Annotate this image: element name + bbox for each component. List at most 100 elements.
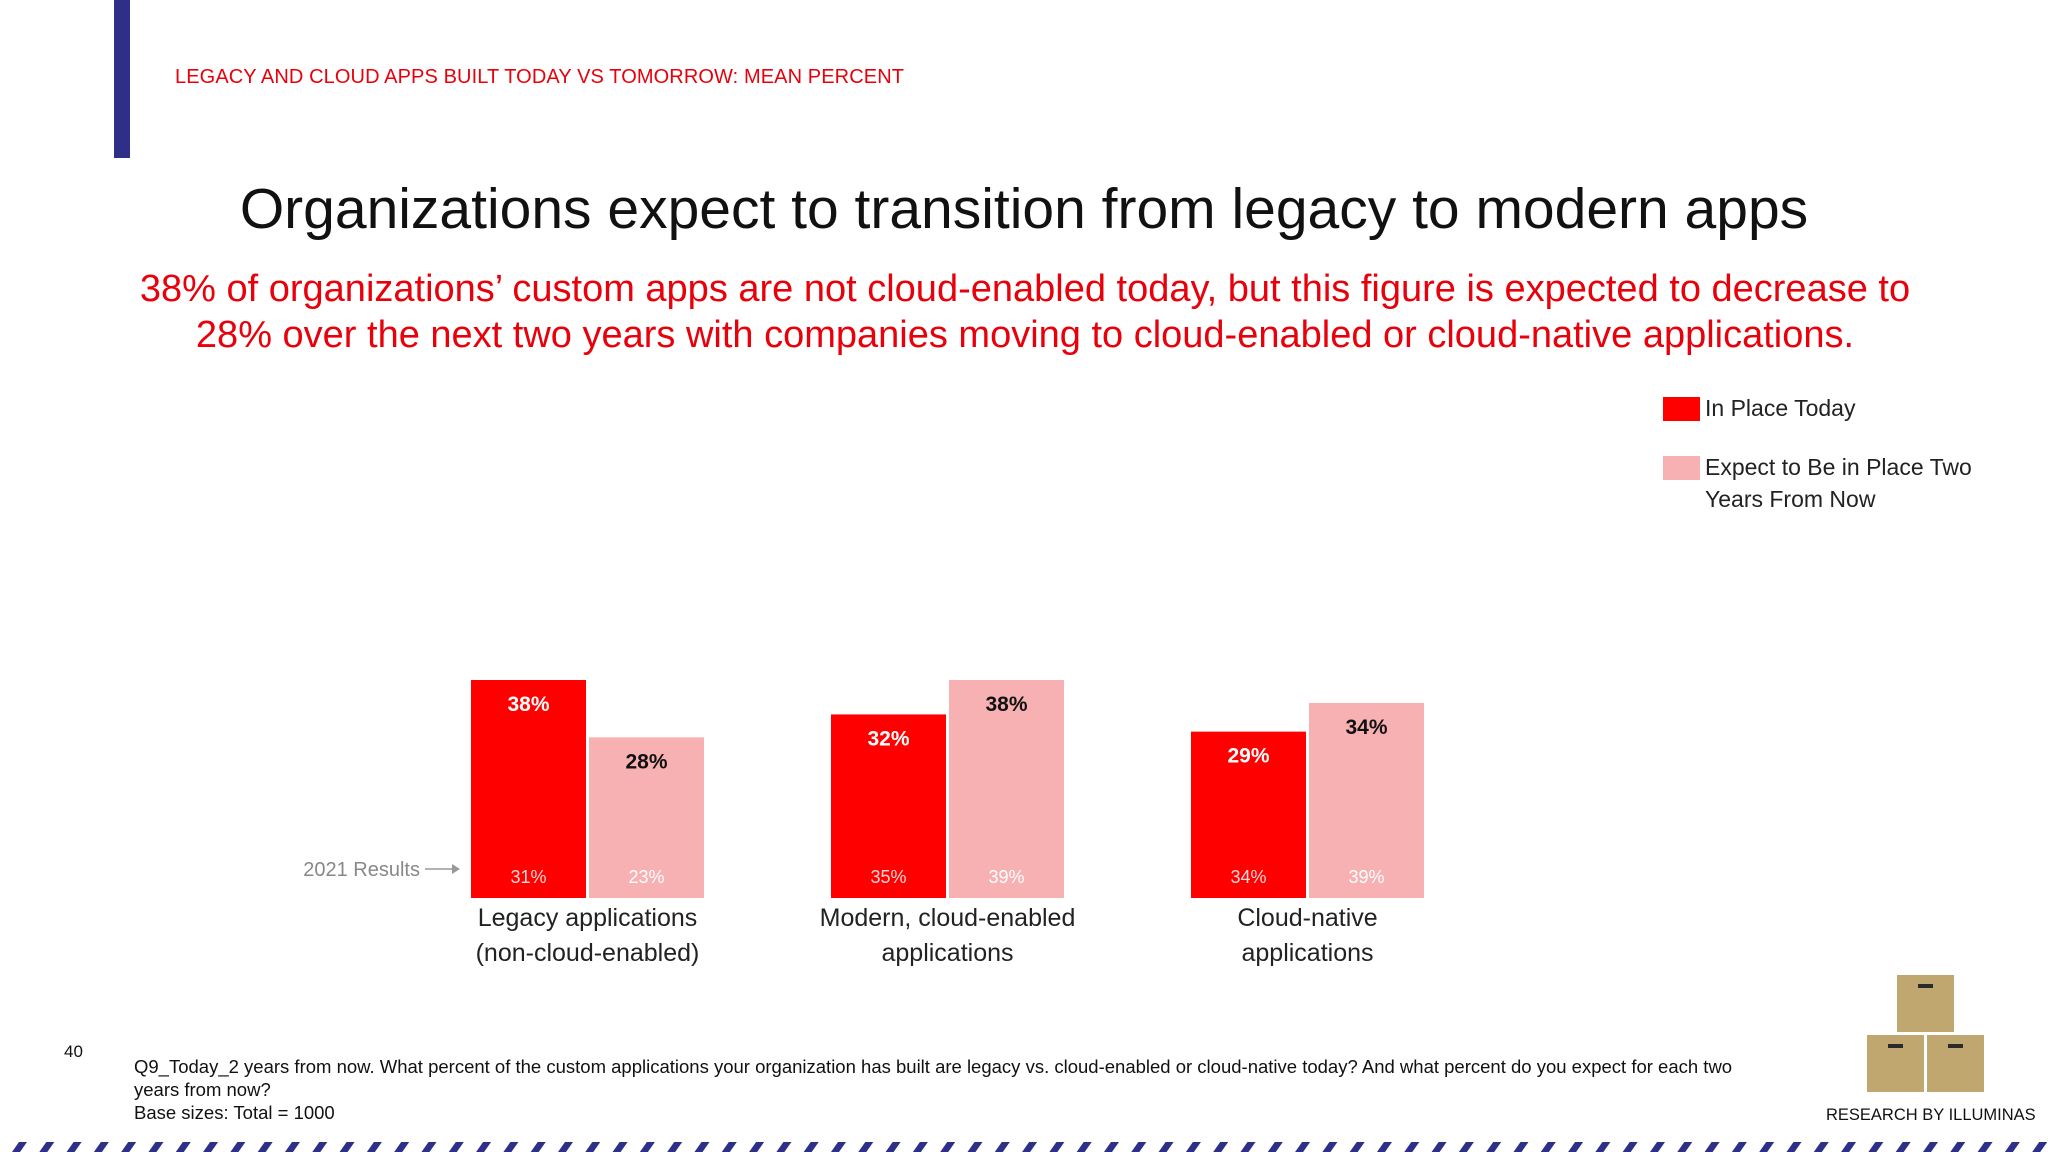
bar-value-label: 32% xyxy=(867,727,909,750)
category-label: applications xyxy=(1241,939,1373,967)
stripe-mark xyxy=(312,1142,328,1152)
stripe-mark xyxy=(1458,1142,1474,1152)
stripe-mark xyxy=(203,1142,219,1152)
legend-swatch-today xyxy=(1663,397,1700,421)
stripe-mark xyxy=(1431,1142,1447,1152)
footnote-question-line-1: Q9_Today_2 years from now. What percent … xyxy=(134,1056,1733,1077)
page-title: Organizations expect to transition from … xyxy=(239,177,1809,241)
stripe-mark xyxy=(2032,1142,2048,1152)
stripe-mark xyxy=(148,1142,164,1152)
stripe-mark xyxy=(1868,1142,1884,1152)
footnote: Q9_Today_2 years from now. What percent … xyxy=(134,1055,1814,1124)
stripe-mark xyxy=(831,1142,846,1152)
stripe-mark xyxy=(1950,1142,1966,1152)
bar-today-2 xyxy=(1191,731,1306,898)
stripe-mark xyxy=(585,1142,601,1152)
stripe-mark xyxy=(1977,1142,1993,1152)
legend-item-today: In Place Today xyxy=(1663,392,2003,424)
stripe-mark xyxy=(503,1142,519,1152)
stripe-mark xyxy=(230,1142,246,1152)
bar-2021-result-label: 34% xyxy=(1230,867,1266,887)
stripe-mark xyxy=(1513,1142,1529,1152)
stripe-mark xyxy=(667,1142,683,1152)
stripe-mark xyxy=(476,1142,492,1152)
stripe-mark xyxy=(93,1142,109,1152)
annotation-2021-results: 2021 Results xyxy=(303,859,420,881)
stripe-mark xyxy=(121,1142,137,1152)
legend-label-future-line-2: Years From Now xyxy=(1705,486,1876,512)
stripe-mark xyxy=(994,1142,1010,1152)
stripe-mark xyxy=(1104,1142,1119,1152)
stripe-mark xyxy=(1568,1142,1584,1152)
bar-value-label: 34% xyxy=(1345,716,1387,739)
bar-2021-result-label: 39% xyxy=(988,867,1024,887)
stripe-mark xyxy=(394,1142,410,1152)
bar-future-0 xyxy=(589,737,704,898)
category-label: Legacy applications xyxy=(478,904,698,932)
stripe-mark xyxy=(1267,1142,1283,1152)
stripe-mark xyxy=(1240,1142,1256,1152)
stripe-mark xyxy=(912,1142,928,1152)
stripe-mark xyxy=(1813,1142,1829,1152)
category-label: (non-cloud-enabled) xyxy=(476,939,700,967)
stripe-mark xyxy=(1841,1142,1857,1152)
section-label: LEGACY AND CLOUD APPS BUILT TODAY VS TOM… xyxy=(175,66,905,88)
stripe-mark xyxy=(2004,1142,2020,1152)
legend-label-future-line-1: Expect to Be in Place Two xyxy=(1705,454,1972,480)
bar-2021-result-label: 31% xyxy=(510,867,546,887)
stripe-mark xyxy=(1786,1142,1802,1152)
stripe-mark xyxy=(1704,1142,1720,1152)
stripe-mark xyxy=(749,1142,765,1152)
bar-value-label: 29% xyxy=(1227,745,1269,768)
stripe-mark xyxy=(558,1142,573,1152)
stripe-mark xyxy=(1486,1142,1502,1152)
bar-today-1 xyxy=(831,714,946,898)
subtitle-line-1: 38% of organizations’ custom apps are no… xyxy=(139,268,1911,310)
annotation-arrow-head xyxy=(452,864,460,874)
stripe-mark xyxy=(285,1142,300,1152)
stripe-mark xyxy=(1595,1142,1611,1152)
stripe-mark xyxy=(1923,1142,1938,1152)
stripe-mark xyxy=(721,1142,737,1152)
bar-2021-result-label: 35% xyxy=(870,867,906,887)
stripe-mark xyxy=(1131,1142,1147,1152)
page-number: 40 xyxy=(64,1042,83,1061)
category-label: Cloud-native xyxy=(1237,904,1377,932)
stripe-mark xyxy=(967,1142,983,1152)
bar-2021-result-label: 23% xyxy=(628,867,664,887)
bar-value-label: 38% xyxy=(985,693,1027,716)
stripe-mark xyxy=(1377,1142,1392,1152)
stripe-mark xyxy=(1076,1142,1092,1152)
bar-value-label: 38% xyxy=(507,693,549,716)
bar-2021-result-label: 39% xyxy=(1348,867,1384,887)
stripe-mark xyxy=(1404,1142,1420,1152)
footnote-question-line-2: years from now? xyxy=(134,1079,271,1100)
stripe-mark xyxy=(421,1142,437,1152)
stripe-mark xyxy=(1349,1142,1365,1152)
category-label: applications xyxy=(881,939,1013,967)
stripe-mark xyxy=(1185,1142,1201,1152)
box-handle xyxy=(1918,984,1933,988)
legend-label-today: In Place Today xyxy=(1705,395,1856,421)
brand-label: RESEARCH BY ILLUMINAS xyxy=(1826,1106,2036,1124)
legend-item-future: Expect to Be in Place Two Years From Now xyxy=(1663,451,2003,515)
stripe-mark xyxy=(1213,1142,1229,1152)
subtitle-line-2: 28% over the next two years with compani… xyxy=(195,314,1855,356)
stripe-mark xyxy=(885,1142,901,1152)
accent-bar xyxy=(114,0,130,158)
stripe-mark xyxy=(339,1142,355,1152)
chart-legend: In Place Today Expect to Be in Place Two… xyxy=(1663,392,2003,515)
box-handle xyxy=(1888,1044,1903,1048)
bar-today-0 xyxy=(471,680,586,898)
stripe-mark xyxy=(1049,1142,1065,1152)
stripe-mark xyxy=(858,1142,874,1152)
stripe-mark xyxy=(1022,1142,1038,1152)
stripe-mark xyxy=(776,1142,792,1152)
bar-value-label: 28% xyxy=(625,750,667,773)
stripe-mark xyxy=(1622,1142,1638,1152)
subtitle: 38% of organizations’ custom apps are no… xyxy=(100,266,1950,358)
stripe-mark xyxy=(39,1142,55,1152)
